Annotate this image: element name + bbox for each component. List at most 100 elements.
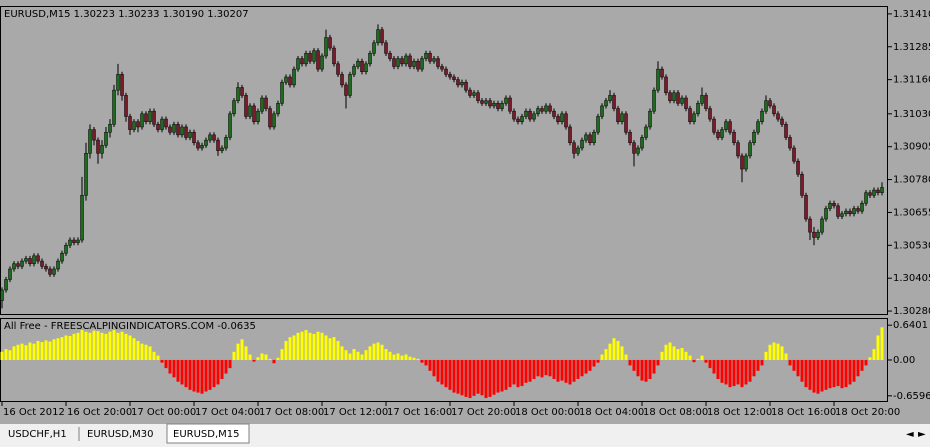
histogram-bar xyxy=(420,359,424,363)
histogram-bar xyxy=(476,359,480,394)
panel-title: All Free - FREESCALPINGINDICATORS.COM -0… xyxy=(4,321,256,332)
histogram-bar xyxy=(772,342,776,360)
candle-body xyxy=(348,74,352,96)
histogram-bar xyxy=(796,359,800,377)
tab-active[interactable] xyxy=(166,423,250,444)
candle-body xyxy=(712,118,716,133)
candle-body xyxy=(64,245,68,254)
histogram-bar xyxy=(696,358,700,360)
candle-body xyxy=(48,268,52,275)
candle-body xyxy=(564,113,568,128)
histogram-bar xyxy=(504,359,508,390)
histogram-bar xyxy=(660,351,664,360)
y-tick-label: 1.30530 xyxy=(893,240,930,251)
candle-body xyxy=(540,108,544,112)
candle-body xyxy=(600,105,604,117)
candle-body xyxy=(560,113,564,122)
histogram-bar xyxy=(644,359,648,382)
tab-label[interactable]: USDCHF,H1 xyxy=(8,429,67,440)
candle-body xyxy=(404,55,408,65)
histogram-bar xyxy=(724,359,728,385)
histogram-bar xyxy=(52,339,56,360)
histogram-bar xyxy=(324,335,328,360)
candle-body xyxy=(360,60,364,72)
histogram-bar xyxy=(860,359,864,371)
candle-body xyxy=(812,231,816,238)
candle-body xyxy=(8,268,12,280)
panel-title: EURUSD,M15 1.30223 1.30233 1.30190 1.302… xyxy=(4,9,249,20)
histogram-bar xyxy=(16,344,20,360)
tab-label[interactable]: EURUSD,M30 xyxy=(87,429,153,440)
histogram-bar xyxy=(448,359,452,390)
candle-body xyxy=(24,258,28,262)
histogram-bar xyxy=(392,354,396,360)
candle-body xyxy=(628,131,632,143)
candle-body xyxy=(416,60,420,70)
candle-body xyxy=(680,97,684,104)
candle-body xyxy=(608,95,612,101)
histogram-bar xyxy=(136,340,140,360)
candle-body xyxy=(772,105,776,115)
tab-label[interactable]: EURUSD,M15 xyxy=(173,429,239,440)
candle-body xyxy=(32,255,36,264)
histogram-bar xyxy=(452,359,456,393)
histogram-bar xyxy=(216,359,220,385)
candle-body xyxy=(372,42,376,54)
histogram-bar xyxy=(508,359,512,388)
histogram-bar xyxy=(84,331,88,360)
candle-body xyxy=(180,126,184,136)
candle-body xyxy=(448,74,452,78)
histogram-bar xyxy=(100,332,104,360)
candle-body xyxy=(872,189,876,196)
candle-body xyxy=(632,142,636,154)
candle-body xyxy=(440,66,444,70)
scroll-left[interactable]: ◄ xyxy=(906,429,914,440)
histogram-bar xyxy=(480,359,484,396)
y-tick-label: 0.00 xyxy=(893,355,915,366)
candle-body xyxy=(724,121,728,130)
y-tick-label: 0.6401 xyxy=(893,320,928,331)
candle-body xyxy=(88,129,92,154)
y-tick-label: 1.31160 xyxy=(893,75,930,86)
x-tick-label: 18 Oct 20:00 xyxy=(835,407,900,418)
candle-body xyxy=(184,126,188,138)
candle-body xyxy=(248,105,252,117)
histogram-bar xyxy=(380,344,384,360)
histogram-bar xyxy=(600,354,604,360)
candle-body xyxy=(212,134,216,141)
histogram-bar xyxy=(328,338,332,360)
candle-body xyxy=(644,126,648,138)
histogram-bar xyxy=(716,359,720,380)
candle-body xyxy=(716,131,720,138)
histogram-bar xyxy=(484,359,488,399)
candle-body xyxy=(744,155,748,170)
candle-body xyxy=(152,110,156,125)
candle-body xyxy=(780,118,784,125)
candle-body xyxy=(836,205,840,217)
candle-body xyxy=(224,137,228,149)
candle-body xyxy=(788,137,792,149)
candle-body xyxy=(856,208,860,212)
candle-body xyxy=(620,113,624,122)
histogram-bar xyxy=(640,359,644,381)
candle-body xyxy=(832,202,836,207)
candle-body xyxy=(84,153,88,196)
candle-body xyxy=(848,210,852,215)
x-tick-label: 16 Oct 2012 xyxy=(3,407,65,418)
histogram-bar xyxy=(596,359,600,363)
candle-body xyxy=(136,121,140,128)
candle-body xyxy=(740,155,744,170)
candle-body xyxy=(132,121,136,130)
scroll-right[interactable]: ► xyxy=(918,429,926,440)
candle-body xyxy=(580,139,584,149)
histogram-bar xyxy=(812,359,816,393)
x-tick-label: 18 Oct 04:00 xyxy=(579,407,644,418)
histogram-bar xyxy=(444,359,448,388)
candle-body xyxy=(160,118,164,130)
histogram-bar xyxy=(4,349,8,360)
histogram-bar xyxy=(748,359,752,382)
candle-body xyxy=(824,208,828,220)
histogram-bar xyxy=(880,327,884,360)
histogram-bar xyxy=(32,343,36,360)
histogram-bar xyxy=(592,359,596,367)
